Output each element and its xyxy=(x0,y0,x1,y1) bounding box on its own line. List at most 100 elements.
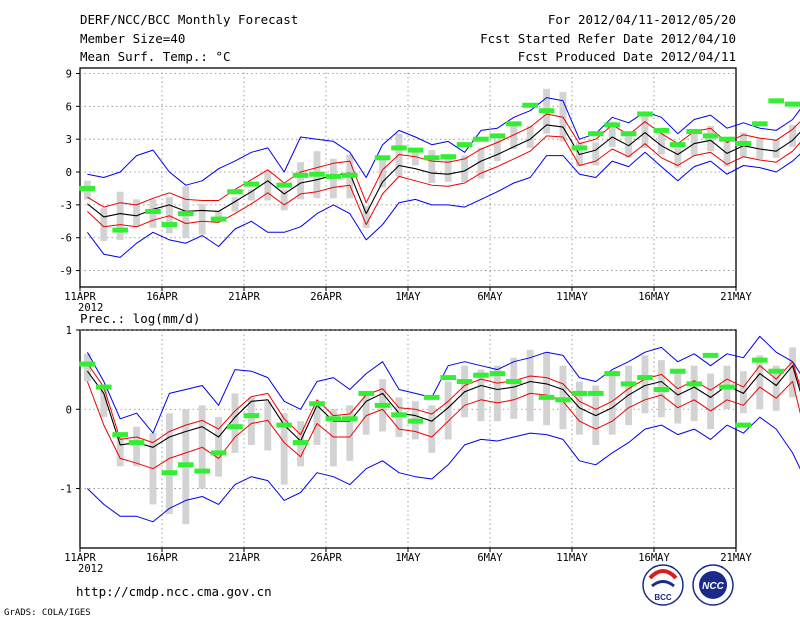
observation-marker xyxy=(702,133,719,139)
observation-marker xyxy=(489,133,506,139)
observation-marker xyxy=(423,394,440,400)
y-tick-label: 3 xyxy=(66,134,72,146)
spread-box xyxy=(510,357,518,419)
y-tick-label: 0 xyxy=(66,167,72,179)
observation-marker xyxy=(555,397,571,403)
lower-spread-line xyxy=(86,381,800,470)
x-year-label: 2012 xyxy=(78,302,103,314)
spread-box xyxy=(264,170,272,201)
x-tick-label: 11APR xyxy=(64,552,96,564)
observation-marker xyxy=(653,386,670,392)
spread-box xyxy=(247,189,255,201)
spread-box xyxy=(674,146,682,168)
precipitation-panel: 11APR 16APR 21APR 26APR 1MAY 6MAY 11MAY 16MAY 21… xyxy=(59,325,800,575)
observation-marker xyxy=(79,361,96,367)
spread-box xyxy=(329,409,337,467)
forecast-window: For 2012/04/11-2012/05/20 xyxy=(548,12,736,27)
y-tick-label: 1 xyxy=(66,325,72,337)
spread-box xyxy=(215,211,223,222)
spread-box xyxy=(362,393,370,435)
observation-marker xyxy=(489,371,506,377)
spread-box xyxy=(789,347,797,398)
observation-marker xyxy=(768,98,784,104)
observation-marker xyxy=(473,372,489,378)
observation-marker xyxy=(161,470,178,476)
observation-marker xyxy=(194,468,210,474)
spread-box xyxy=(772,139,780,158)
observation-marker xyxy=(161,222,178,228)
ensemble-mean-line xyxy=(87,124,800,218)
ncc-logo-label: NCC xyxy=(702,581,724,592)
observation-marker xyxy=(358,390,374,396)
observation-marker xyxy=(440,375,456,381)
spread-box xyxy=(362,205,370,228)
observation-marker xyxy=(309,171,325,177)
observation-marker xyxy=(210,216,227,222)
x-year-label: 2012 xyxy=(78,563,103,575)
observation-marker xyxy=(604,371,620,377)
observation-marker xyxy=(145,208,161,214)
spread-box xyxy=(756,355,764,410)
x-tick-label: 16APR xyxy=(146,552,178,564)
lower-spread-line xyxy=(87,135,800,228)
observation-marker xyxy=(473,136,489,142)
spread-box xyxy=(690,365,698,422)
observation-marker xyxy=(292,440,309,446)
observation-marker xyxy=(210,450,227,456)
observation-marker xyxy=(391,412,407,418)
spread-box xyxy=(657,133,665,155)
spread-box xyxy=(641,355,649,414)
x-tick-label: 6MAY xyxy=(477,291,503,303)
y-tick-label: 0 xyxy=(66,404,72,416)
observation-marker xyxy=(456,379,473,385)
spread-box xyxy=(477,369,485,422)
spread-box xyxy=(231,197,239,212)
spread-box xyxy=(428,405,436,453)
spread-box xyxy=(444,381,452,440)
upper-envelope-line xyxy=(87,97,800,186)
observation-marker xyxy=(604,122,620,128)
observation-marker xyxy=(309,401,325,407)
x-tick-label: 1MAY xyxy=(395,552,421,564)
observation-marker xyxy=(505,121,522,127)
x-tick-label: 11MAY xyxy=(556,552,588,564)
spread-box xyxy=(133,199,141,227)
observation-marker xyxy=(325,173,342,179)
observation-marker xyxy=(538,394,555,400)
observation-marker xyxy=(276,182,292,188)
spread-box xyxy=(297,162,305,200)
observation-marker xyxy=(686,381,702,387)
spread-box xyxy=(674,369,682,424)
spread-box xyxy=(231,393,239,453)
spread-box xyxy=(83,353,91,382)
spread-box xyxy=(411,149,419,166)
spread-box xyxy=(559,92,567,142)
spread-box xyxy=(198,203,206,235)
observation-marker xyxy=(505,379,522,385)
y-tick-label: 6 xyxy=(66,101,72,113)
observation-marker xyxy=(440,154,456,160)
spread-box xyxy=(461,155,469,182)
spread-box xyxy=(477,147,485,179)
observation-marker xyxy=(374,402,391,408)
observation-marker xyxy=(325,416,342,422)
spread-box xyxy=(526,349,534,422)
x-tick-label: 16MAY xyxy=(638,552,670,564)
spread-box xyxy=(280,189,288,211)
bcc-logo: BCC xyxy=(642,564,684,606)
observation-marker xyxy=(686,129,702,135)
spread-box xyxy=(690,130,698,156)
variable-label-temp: Mean Surf. Temp.: °C xyxy=(80,49,231,64)
observation-marker xyxy=(522,102,538,108)
observation-marker xyxy=(276,422,292,428)
observation-marker xyxy=(112,227,128,233)
x-tick-label: 21MAY xyxy=(720,291,752,303)
upper-spread-line xyxy=(87,113,800,208)
observation-marker xyxy=(341,172,358,178)
observation-marker xyxy=(620,381,637,387)
spread-box xyxy=(723,138,731,167)
x-tick-label: 21APR xyxy=(228,552,260,564)
lower-envelope-line xyxy=(86,151,800,258)
observation-marker xyxy=(177,211,194,217)
